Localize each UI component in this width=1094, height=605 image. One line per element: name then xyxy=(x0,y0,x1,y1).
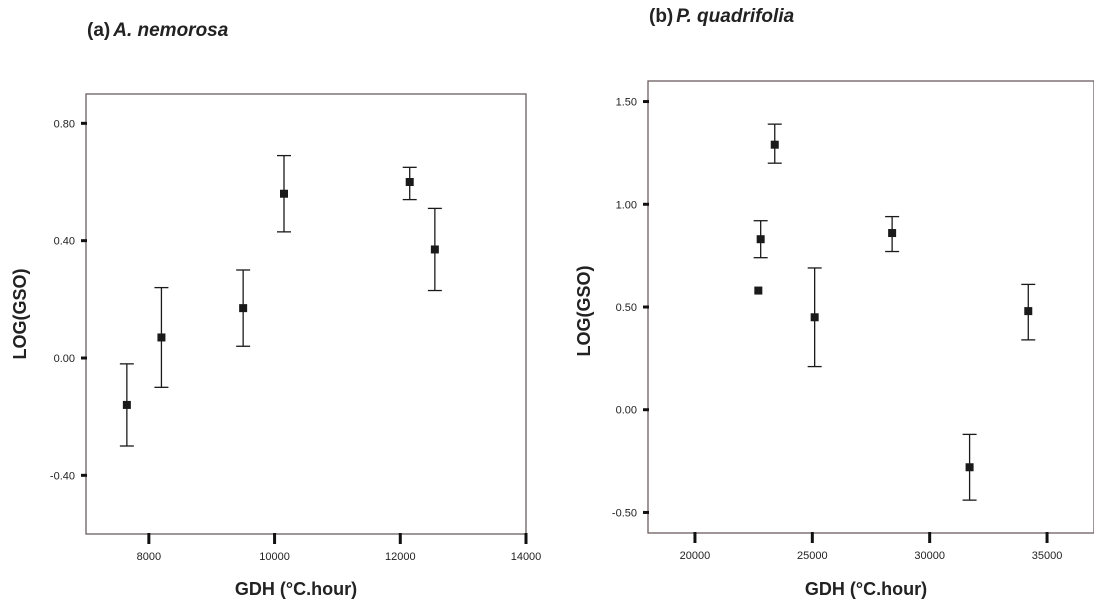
panel-b: (b) P. quadrifolia -0.50 0.00 0.50 1.00 1.50 20… xyxy=(574,6,1094,599)
data-point-group xyxy=(119,363,134,447)
y-tick-label: 1.00 xyxy=(616,199,637,211)
y-tick-label: 0.00 xyxy=(54,353,75,365)
data-point-group xyxy=(402,166,417,201)
data-point xyxy=(756,235,765,244)
x-tick-label: 14000 xyxy=(511,551,542,563)
y-tick-label: 0.80 xyxy=(54,118,75,130)
data-point xyxy=(965,463,974,472)
y-axis-label: LOG(GSO) xyxy=(10,269,30,360)
x-tick-label: 8000 xyxy=(137,551,161,563)
panel-label: (a) xyxy=(87,20,110,41)
y-tick-label: 0.50 xyxy=(616,302,637,314)
data-point xyxy=(770,140,779,149)
y-tick-label: 1.50 xyxy=(616,97,637,109)
y-tick-label: -0.50 xyxy=(612,507,637,519)
data-point xyxy=(810,313,819,322)
data-point-group xyxy=(236,269,251,347)
x-tick-label: 10000 xyxy=(259,551,290,563)
species-name: A. nemorosa xyxy=(112,20,229,41)
x-tick-label: 35000 xyxy=(1032,550,1063,562)
data-point-group xyxy=(754,286,763,295)
panel-a: (a) A. nemorosa -0.40 0.00 0.40 0.80 8000 10000… xyxy=(10,20,541,599)
data-point xyxy=(122,400,131,409)
data-point xyxy=(430,245,439,254)
plot-frame xyxy=(85,93,527,535)
x-tick-label: 20000 xyxy=(680,550,711,562)
data-point-group xyxy=(1021,283,1036,341)
y-tick-label: 0.40 xyxy=(54,236,75,248)
data-point xyxy=(405,178,414,186)
data-point-group xyxy=(962,433,977,501)
data-point-group xyxy=(753,220,768,259)
data-point xyxy=(157,333,166,342)
data-point xyxy=(754,286,763,295)
x-tick-label: 30000 xyxy=(914,550,945,562)
y-tick-label: -0.40 xyxy=(50,470,75,482)
x-tick-label: 12000 xyxy=(385,551,416,563)
y-axis-label: LOG(GSO) xyxy=(574,266,594,357)
x-tick-label: 25000 xyxy=(797,550,828,562)
x-axis-label: GDH (°C.hour) xyxy=(235,579,357,599)
data-point-group xyxy=(807,267,822,368)
plot-frame xyxy=(647,80,1094,534)
panel-title: (b) P. quadrifolia xyxy=(649,6,795,27)
species-name: P. quadrifolia xyxy=(676,6,794,27)
y-tick-label: 0.00 xyxy=(616,405,637,417)
data-point xyxy=(1024,307,1033,316)
data-point xyxy=(888,229,897,238)
panel-title: (a) A. nemorosa xyxy=(87,20,229,41)
data-point xyxy=(280,189,288,198)
data-point-group xyxy=(885,215,900,253)
data-point-group xyxy=(767,123,782,164)
data-point-group xyxy=(427,207,442,292)
data-point-group xyxy=(277,154,291,233)
panel-label: (b) xyxy=(649,6,673,27)
data-point xyxy=(239,304,248,313)
x-axis-label: GDH (°C.hour) xyxy=(805,579,927,599)
data-point-group xyxy=(154,286,169,388)
